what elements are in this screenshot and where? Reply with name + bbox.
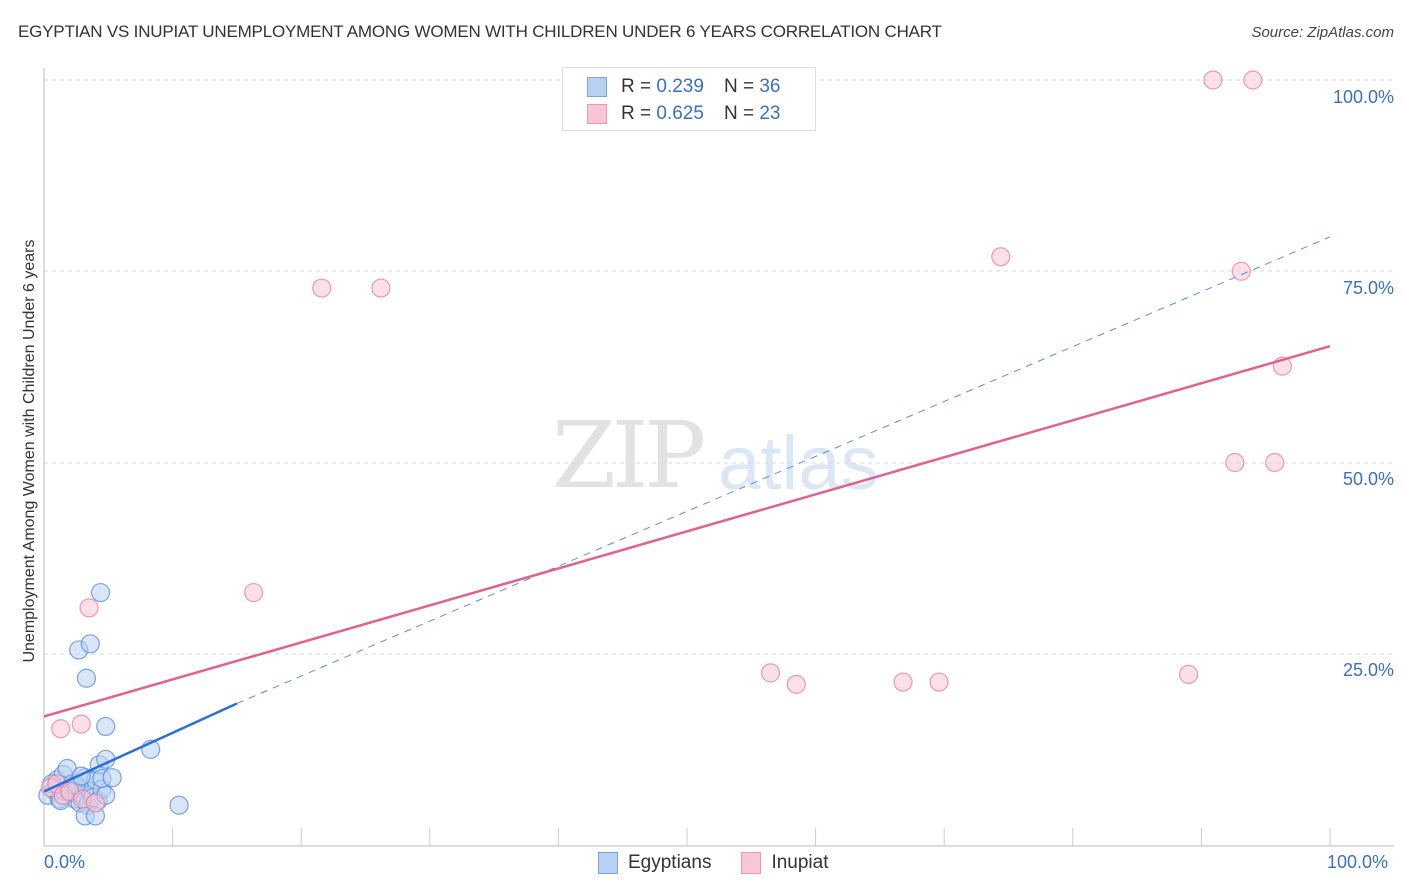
inupiat-point (51, 719, 71, 739)
n-label: N = (723, 103, 755, 124)
inupiat-point (786, 674, 806, 694)
inupiat-point (893, 672, 913, 692)
legend: R = 0.239 N = 36 R = 0.625 N = 23 (562, 67, 816, 131)
y-tick-50: 50.0% (1342, 469, 1394, 489)
y-tick-25: 25.0% (1342, 660, 1394, 680)
egyptians-swatch-icon (598, 852, 618, 874)
r-label: R = (621, 103, 652, 124)
inupiat-point (85, 793, 106, 813)
inupiat-point (312, 278, 332, 298)
legend-row-egyptians: R = 0.239 N = 36 (587, 75, 780, 99)
n-label: N = (723, 76, 755, 97)
egyptians-point (90, 582, 111, 603)
inupiat-trendline (43, 345, 1331, 718)
inupiat-point (1231, 261, 1251, 281)
legend-label-inupiat: Inupiat (771, 852, 829, 873)
gridlines (44, 79, 1394, 655)
legend-label-egyptians: Egyptians (628, 852, 712, 873)
inupiat-point (1243, 70, 1263, 90)
r-value: 0.625 (656, 103, 704, 124)
inupiat-point (1178, 664, 1199, 685)
egyptians-trendline (43, 702, 238, 793)
r-label: R = (621, 76, 652, 97)
n-value: 23 (759, 103, 781, 124)
y-tick-100: 100.0% (1332, 87, 1394, 107)
x-tick-100: 100.0% (1327, 852, 1389, 872)
inupiat-swatch-icon (741, 852, 762, 874)
egyptians-point (169, 795, 189, 815)
inupiat-point (929, 672, 949, 692)
inupiat-point (1203, 70, 1223, 90)
egyptians-swatch-icon (587, 77, 607, 97)
x-axis-ticks (172, 828, 1331, 846)
n-value: 36 (759, 76, 781, 97)
inupiat-point (1265, 452, 1285, 473)
bottom-legend: Egyptians Inupiat (598, 852, 859, 874)
legend-row-inupiat: R = 0.625 N = 23 (587, 102, 780, 126)
legend-item-inupiat[interactable]: Inupiat (741, 852, 829, 874)
egyptians-point (76, 668, 97, 688)
watermark-zip: ZIP (552, 402, 706, 509)
egyptians-point (102, 768, 122, 788)
inupiat-point (79, 598, 99, 618)
inupiat-point (1225, 452, 1245, 473)
egyptians-point (96, 716, 116, 737)
inupiat-swatch-icon (587, 104, 607, 124)
inupiat-point (244, 582, 264, 603)
inupiat-point (991, 247, 1011, 267)
r-value: 0.239 (656, 76, 704, 97)
egyptians-point (80, 634, 100, 654)
chart-title: EGYPTIAN VS INUPIAT UNEMPLOYMENT AMONG W… (18, 22, 942, 41)
inupiat-point (760, 663, 781, 683)
x-tick-0: 0.0% (44, 852, 86, 872)
egyptians-trendline-extrapolated (236, 236, 1331, 704)
axes (43, 68, 1394, 847)
inupiat-point (71, 714, 91, 734)
legend-item-egyptians[interactable]: Egyptians (598, 852, 711, 874)
trendlines (43, 236, 1331, 793)
inupiat-point (371, 278, 391, 298)
source-label: Source: ZipAtlas.com (1251, 24, 1394, 41)
inupiat-points (40, 70, 1293, 813)
y-tick-75: 75.0% (1342, 278, 1394, 298)
